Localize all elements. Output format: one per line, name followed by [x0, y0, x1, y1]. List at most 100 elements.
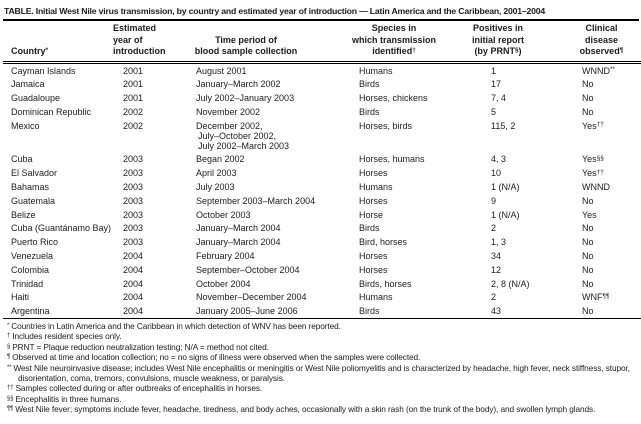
cell-positives: 115, 2: [491, 120, 516, 131]
col-header-species: Species in which transmission identified…: [351, 21, 465, 64]
cell-clinical-disease: No: [573, 91, 641, 105]
time-period-line: September 2003–March 2004: [196, 195, 316, 206]
cell-species: Birds: [359, 79, 380, 90]
time-period-line: April 2003: [196, 168, 237, 179]
table-row: Belize 2003 October 2003 Horse 1 (N/A) Y…: [3, 208, 641, 222]
time-period-line: February 2004: [196, 251, 255, 262]
header-text: Country: [11, 46, 46, 56]
cell-positives: 43: [491, 306, 502, 317]
footnote-marker: ††: [596, 169, 604, 177]
cell-clinical-disease: No: [573, 77, 641, 91]
cell-year: 2003: [123, 195, 144, 206]
table-row: Mexico 2002 December 2002, July–October 2…: [3, 119, 641, 153]
header-line: Time period of: [215, 34, 277, 45]
cell-time-period: September 2003–March 2004: [175, 194, 351, 208]
cell-positives: 5: [491, 106, 497, 117]
table-row: Trinidad 2004 October 2004 Birds, horses…: [3, 277, 641, 291]
clinical-value: No: [582, 251, 594, 262]
cell-clinical-disease: No: [573, 277, 641, 291]
header-text: observed: [579, 46, 620, 56]
time-period-line: November 2002: [196, 106, 261, 117]
cell-country: Cuba (Guantánamo Bay): [11, 223, 112, 234]
header-line: observed¶: [573, 46, 630, 58]
cell-species: Horse: [359, 209, 384, 220]
time-period-line: January 2005–June 2006: [196, 306, 298, 317]
cell-clinical-disease: WNF¶¶: [573, 290, 641, 304]
cell-time-period: January–March 2004: [175, 235, 351, 249]
footnote: § PRNT = Plaque reduction neutralization …: [7, 342, 638, 352]
cell-species: Humans: [359, 65, 393, 76]
cell-time-period: January–March 2004: [175, 221, 351, 235]
header-text: identified: [372, 46, 413, 56]
cell-positives: 10: [491, 168, 502, 179]
cell-country: Guatemala: [11, 195, 56, 206]
cell-clinical-disease: No: [573, 235, 641, 249]
cell-time-period: October 2003: [175, 208, 351, 222]
footnote-text: Countries in Latin America and the Carib…: [11, 321, 341, 332]
cell-species: Horses, humans: [359, 154, 425, 165]
clinical-value: Yes: [582, 168, 597, 179]
cell-time-period: December 2002, July–October 2002, July 200…: [175, 119, 351, 153]
clinical-value: Yes: [582, 120, 597, 131]
table-body: Cayman Islands 2001 August 2001 Humans 1…: [3, 62, 641, 319]
table-row: Cuba (Guantánamo Bay) 2003 January–March…: [3, 221, 641, 235]
cell-species: Humans: [359, 292, 393, 303]
cell-time-period: November–December 2004: [175, 290, 351, 304]
cell-year: 2003: [123, 168, 144, 179]
table-row: Guadaloupe 2001 July 2002–January 2003 H…: [3, 91, 641, 105]
footnote-text: Includes resident species only.: [12, 331, 122, 342]
cell-clinical-disease: No: [573, 221, 641, 235]
header-line: (by PRNT§): [465, 46, 531, 58]
cell-clinical-disease: WNND: [573, 180, 641, 194]
cell-clinical-disease: WNND**: [573, 62, 641, 77]
cell-country: Argentina: [11, 306, 50, 317]
time-period-line: January–March 2002: [196, 79, 281, 90]
cell-positives: 1 (N/A): [491, 209, 520, 220]
cell-species: Birds: [359, 306, 380, 317]
cell-country: Guadaloupe: [11, 93, 61, 104]
footnote-text: Observed at time and location collection…: [12, 352, 421, 363]
cell-species: Horses: [359, 195, 388, 206]
time-period-line: December 2002,: [196, 120, 263, 131]
col-header-country: Country*: [3, 21, 113, 64]
header-line: introduction: [113, 46, 166, 56]
cell-positives: 2, 8 (N/A): [491, 278, 530, 289]
header-line: identified†: [351, 46, 437, 58]
time-period-line: July 2002–January 2003: [196, 93, 295, 104]
table-title: TABLE. Initial West Nile virus transmiss…: [3, 5, 639, 21]
table-row: Bahamas 2003 July 2003 Humans 1 (N/A) WN…: [3, 180, 641, 194]
cell-country: Mexico: [11, 120, 40, 131]
header-row: Country* Estimated year of introduction …: [3, 21, 641, 64]
cell-year: 2004: [123, 278, 144, 289]
footnote: ¶¶ West Nile fever; symptoms include feve…: [7, 404, 638, 414]
footnote-marker: §: [514, 46, 519, 54]
cell-species: Birds, horses: [359, 278, 412, 289]
cell-country: Dominican Republic: [11, 106, 92, 117]
cell-country: Haiti: [11, 292, 30, 303]
footnote-symbol: ¶: [7, 354, 11, 361]
cell-year: 2002: [123, 106, 144, 117]
footnote-text: West Nile fever; symptoms include fever,…: [15, 404, 596, 415]
mmwr-table-page: TABLE. Initial West Nile virus transmiss…: [3, 5, 641, 414]
footnote-marker: *: [45, 46, 49, 54]
cell-species: Horses: [359, 251, 388, 262]
table-row: Cuba 2003 Began 2002 Horses, humans 4, 3…: [3, 152, 641, 166]
cell-positives: 12: [491, 264, 502, 275]
cell-country: Venezuela: [11, 251, 54, 262]
footnote-symbol: §: [7, 343, 11, 350]
cell-time-period: November 2002: [175, 105, 351, 119]
col-header-clinical: Clinical disease observed¶: [573, 21, 641, 64]
clinical-value: No: [582, 306, 594, 317]
time-period-line: Began 2002: [196, 154, 245, 165]
cell-species: Humans: [359, 182, 393, 193]
clinical-value: WNND: [582, 65, 610, 76]
footnote-marker: §§: [596, 155, 604, 163]
cell-positives: 17: [491, 79, 502, 90]
clinical-value: No: [582, 79, 594, 90]
cell-species: Birds: [359, 223, 380, 234]
time-period-line: August 2001: [196, 65, 247, 76]
footnote-symbol: ¶¶: [7, 406, 14, 413]
table-row: Dominican Republic 2002 November 2002 Bi…: [3, 105, 641, 119]
clinical-value: Yes: [582, 154, 597, 165]
table-row: Haiti 2004 November–December 2004 Humans…: [3, 290, 641, 304]
